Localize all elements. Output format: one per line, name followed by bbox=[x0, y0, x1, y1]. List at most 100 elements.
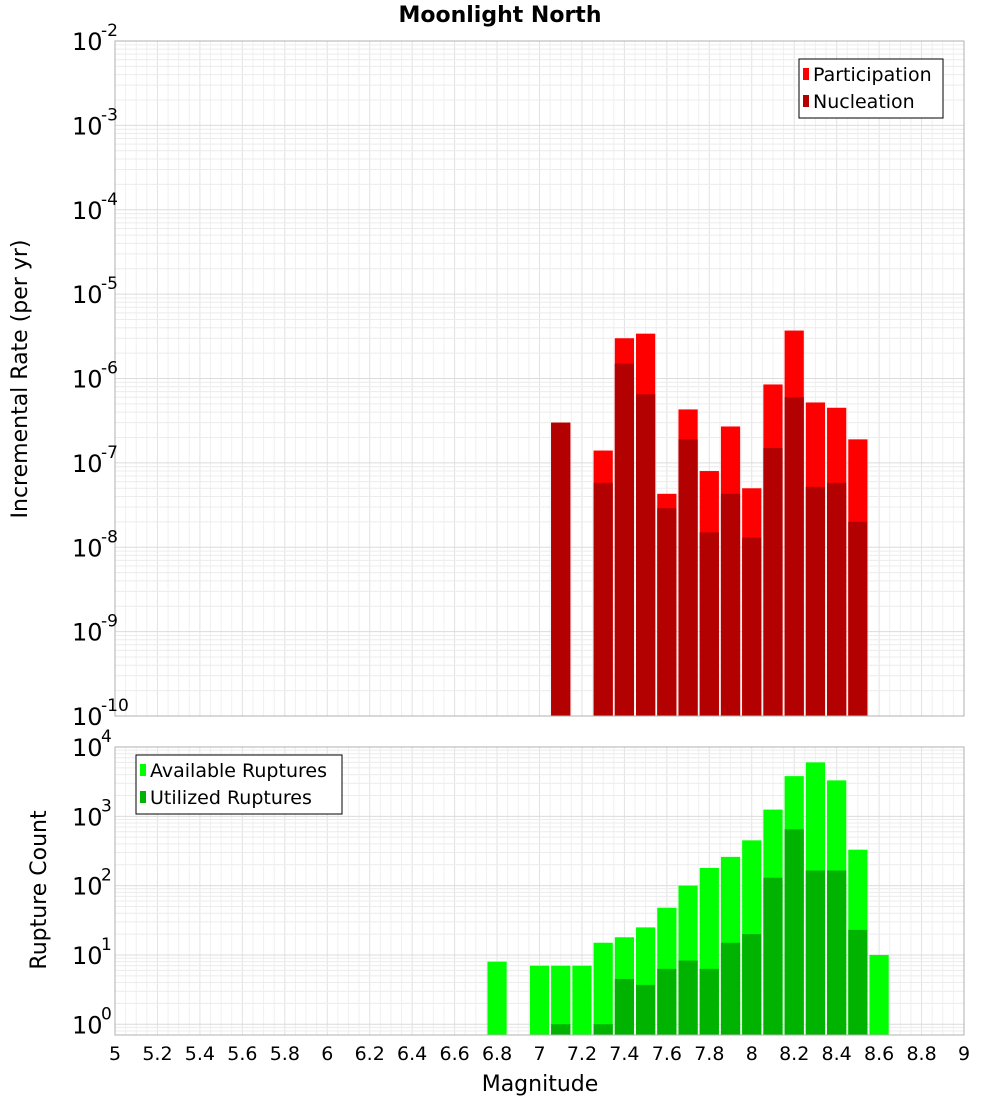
legend-label: Participation bbox=[813, 64, 932, 86]
bar-nucleation bbox=[636, 394, 656, 716]
x-tick-label: 7.6 bbox=[652, 1043, 682, 1065]
bar-nucleation bbox=[848, 521, 868, 716]
x-tick-label: 6 bbox=[321, 1043, 333, 1065]
bar-utilized bbox=[784, 829, 804, 1035]
y-tick-label: 10-9 bbox=[72, 612, 118, 647]
y-tick-label: 10-5 bbox=[72, 274, 118, 309]
y-tick-exponent: -4 bbox=[101, 190, 118, 210]
bar-nucleation bbox=[593, 482, 613, 716]
bottom-bars bbox=[487, 762, 889, 1035]
bar-available bbox=[487, 961, 507, 1035]
bar-utilized bbox=[551, 1024, 571, 1035]
y-tick-label: 100 bbox=[72, 1004, 112, 1039]
y-tick-label: 104 bbox=[72, 727, 112, 762]
legend-label: Nucleation bbox=[813, 91, 915, 113]
y-tick-base: 10 bbox=[72, 450, 103, 478]
y-tick-base: 10 bbox=[72, 281, 103, 309]
y-tick-exponent: -5 bbox=[101, 274, 118, 294]
bar-nucleation bbox=[720, 493, 741, 716]
y-tick-base: 10 bbox=[72, 803, 103, 831]
chart-title: Moonlight North bbox=[398, 3, 601, 28]
y-tick-base: 10 bbox=[72, 619, 103, 647]
bar-utilized bbox=[636, 984, 656, 1035]
bar-available bbox=[551, 965, 571, 1035]
y-tick-base: 10 bbox=[72, 28, 103, 56]
bar-utilized bbox=[848, 929, 868, 1035]
y-tick-label: 10-4 bbox=[72, 190, 118, 225]
x-tick-label: 7.4 bbox=[609, 1043, 639, 1065]
top-plot: 10-210-310-410-510-610-710-810-910-10Par… bbox=[72, 21, 965, 731]
x-tick-label: 5.2 bbox=[142, 1043, 172, 1065]
y-tick-label: 10-3 bbox=[72, 105, 118, 140]
y-tick-label: 10-6 bbox=[72, 359, 118, 394]
y-tick-exponent: 1 bbox=[101, 935, 112, 955]
y-tick-base: 10 bbox=[72, 197, 103, 225]
x-tick-label: 7.2 bbox=[567, 1043, 597, 1065]
bottom-y-axis-label: Rupture Count bbox=[27, 810, 52, 970]
y-tick-exponent: 4 bbox=[101, 727, 112, 747]
y-tick-base: 10 bbox=[72, 703, 103, 731]
top-grid bbox=[114, 40, 965, 717]
bar-nucleation bbox=[827, 482, 847, 716]
y-tick-exponent: -7 bbox=[101, 443, 118, 463]
y-tick-base: 10 bbox=[72, 873, 103, 901]
bar-utilized bbox=[614, 978, 635, 1035]
y-tick-label: 10-7 bbox=[72, 443, 118, 478]
x-tick-label: 5.8 bbox=[270, 1043, 300, 1065]
legend-swatch bbox=[140, 764, 146, 776]
legend-box bbox=[798, 58, 944, 119]
bar-available bbox=[529, 965, 550, 1035]
y-tick-base: 10 bbox=[72, 112, 103, 140]
x-tick-label: 8.8 bbox=[906, 1043, 936, 1065]
legend-label: Utilized Ruptures bbox=[150, 787, 312, 809]
y-tick-exponent: 2 bbox=[101, 866, 112, 886]
bar-utilized bbox=[805, 870, 826, 1035]
y-tick-label: 102 bbox=[72, 866, 112, 901]
bar-utilized bbox=[742, 934, 762, 1035]
x-tick-label: 6.6 bbox=[439, 1043, 469, 1065]
bar-nucleation bbox=[678, 439, 698, 716]
y-tick-label: 10-2 bbox=[72, 21, 118, 56]
bar-available bbox=[869, 954, 889, 1035]
x-tick-label: 5 bbox=[109, 1043, 121, 1065]
bottom-legend: Available Ruptures Utilized Ruptures bbox=[135, 754, 343, 815]
y-tick-exponent: -8 bbox=[101, 527, 118, 547]
x-tick-label: 9 bbox=[958, 1043, 970, 1065]
x-tick-label: 5.4 bbox=[185, 1043, 215, 1065]
top-y-axis-label: Incremental Rate (per yr) bbox=[8, 240, 33, 519]
legend-swatch bbox=[140, 791, 146, 803]
top-bars bbox=[551, 330, 868, 716]
x-tick-label: 8.6 bbox=[864, 1043, 894, 1065]
y-tick-exponent: -2 bbox=[101, 21, 118, 41]
bar-nucleation bbox=[805, 486, 826, 716]
y-tick-exponent: -9 bbox=[101, 612, 118, 632]
x-tick-label: 5.6 bbox=[227, 1043, 257, 1065]
bar-nucleation bbox=[551, 422, 571, 716]
legend-box bbox=[135, 754, 343, 815]
y-tick-label: 103 bbox=[72, 796, 112, 831]
bar-utilized bbox=[657, 968, 677, 1035]
bar-utilized bbox=[763, 877, 783, 1035]
x-tick-labels: 5 5.2 5.4 5.6 5.8 6 6.2 6.4 6.6 6.8 7 7.2 7.4 7.6 7.8 8… bbox=[109, 1043, 970, 1065]
y-tick-exponent: 3 bbox=[101, 796, 112, 816]
y-tick-base: 10 bbox=[72, 534, 103, 562]
bar-utilized bbox=[593, 1024, 613, 1035]
legend-swatch bbox=[803, 95, 809, 107]
x-tick-label: 6.2 bbox=[355, 1043, 385, 1065]
y-tick-base: 10 bbox=[72, 942, 103, 970]
x-tick-label: 6.4 bbox=[397, 1043, 427, 1065]
y-tick-exponent: 0 bbox=[101, 1004, 112, 1024]
bar-utilized bbox=[827, 870, 847, 1035]
y-tick-base: 10 bbox=[72, 366, 103, 394]
bar-nucleation bbox=[763, 448, 783, 716]
x-tick-label: 7 bbox=[533, 1043, 545, 1065]
bar-utilized bbox=[720, 942, 741, 1035]
bar-nucleation bbox=[742, 537, 762, 716]
bar-nucleation bbox=[614, 363, 635, 716]
bar-nucleation bbox=[699, 532, 719, 716]
bar-available bbox=[593, 942, 613, 1035]
bar-utilized bbox=[699, 968, 719, 1035]
legend-label: Available Ruptures bbox=[150, 760, 327, 782]
legend-swatch bbox=[803, 68, 809, 80]
